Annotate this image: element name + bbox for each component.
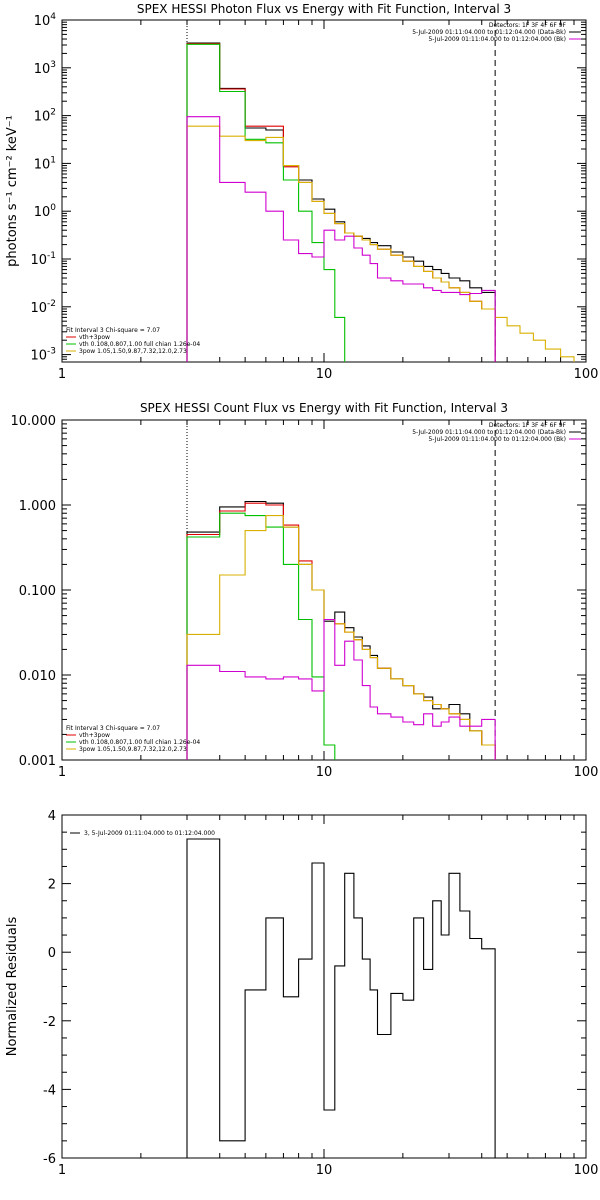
x-tick-label: 100 — [574, 765, 599, 780]
series-line-4 — [186, 515, 496, 760]
chart-panel-1: SPEX HESSI Photon Flux vs Energy with Fi… — [5, 2, 598, 382]
y-tick-label: 0.001 — [19, 754, 56, 769]
y-tick-label: 104 — [34, 12, 57, 29]
chart-panel-2: SPEX HESSI Count Flux vs Energy with Fit… — [11, 401, 599, 780]
legend-top-entry: Detectors: 1F 3F 4F 6F 9F — [489, 22, 567, 29]
y-axis-label: Normalized Residuals — [5, 917, 20, 1057]
series-line-5 — [186, 116, 496, 362]
legend-bottom-entry: Fit Interval 3 Chi-square = 7.07 — [66, 327, 160, 334]
series-line-3 — [186, 512, 336, 760]
x-tick-label: 10 — [316, 367, 333, 382]
series-line-4 — [186, 125, 575, 362]
x-tick-label: 1 — [58, 367, 66, 382]
series-line-5 — [186, 618, 496, 760]
legend-bottom-entry: vth+3pow — [79, 334, 110, 341]
legend-bottom-entry: vth 0.108,0.807,1.00 full chian 1.26e-04 — [79, 739, 200, 746]
chart-title: SPEX HESSI Photon Flux vs Energy with Fi… — [137, 2, 511, 16]
y-tick-label: -2 — [43, 1015, 56, 1030]
y-tick-label: 103 — [34, 60, 56, 77]
x-tick-label: 100 — [574, 1163, 599, 1178]
x-tick-label: 10 — [316, 765, 333, 780]
chart-panel-3: 1 10 100 4 2 0 -2 -4 -6 Normalized Residuals 3, 5-… — [5, 809, 598, 1178]
legend-top-entry: Detectors: 1F 3F 4F 6F 9F — [489, 422, 567, 429]
legend-top-entry: 5-Jul-2009 01:11:04.000 to 01:12:04.000 … — [428, 436, 566, 443]
y-tick-label: 2 — [48, 878, 56, 893]
legend-top-entry: 5-Jul-2009 01:11:04.000 to 01:12:04.000 … — [412, 29, 566, 36]
legend-bottom-entry: vth 0.108,0.807,1.00 full chian 1.26e-04 — [79, 341, 200, 348]
y-tick-label: 10.000 — [11, 414, 57, 429]
y-tick-label: 10-1 — [30, 251, 56, 268]
legend-top-entry: 5-Jul-2009 01:11:04.000 to 01:12:04.000 … — [428, 36, 566, 43]
y-tick-label: 10-3 — [30, 347, 56, 364]
y-tick-label: 1.000 — [19, 499, 56, 514]
y-tick-label: 0 — [48, 946, 56, 961]
x-tick-label: 1 — [58, 765, 66, 780]
x-tick-label: 1 — [58, 1163, 66, 1178]
y-tick-label: 102 — [34, 108, 56, 125]
y-tick-label: 0.010 — [19, 669, 56, 684]
y-tick-label: 4 — [48, 809, 56, 824]
y-tick-label: -6 — [43, 1152, 56, 1167]
legend-entry: 3, 5-Jul-2009 01:11:04.000 to 01:12:04.0… — [84, 830, 215, 837]
series-line-1 — [186, 838, 496, 1158]
legend-bottom-entry: 3pow 1.05,1.50,9.87,7.32,12.0,2.73 — [79, 348, 187, 355]
y-tick-label: -4 — [43, 1083, 56, 1098]
series-line-1 — [186, 42, 496, 362]
y-tick-label: 0.100 — [19, 584, 56, 599]
legend-bottom-entry: 3pow 1.05,1.50,9.87,7.32,12.0,2.73 — [79, 746, 187, 753]
series-line-1 — [186, 500, 496, 760]
y-axis-label: photons s⁻¹ cm⁻² keV⁻¹ — [5, 115, 20, 267]
plot-frame — [61, 19, 587, 363]
chart-title: SPEX HESSI Count Flux vs Energy with Fit… — [140, 401, 508, 415]
legend-top-entry: 5-Jul-2009 01:11:04.000 to 01:12:04.000 … — [412, 429, 566, 436]
legend-bottom-entry: Fit Interval 3 Chi-square = 7.07 — [66, 725, 160, 732]
y-tick-label: 100 — [34, 203, 57, 220]
y-tick-label: 10-2 — [30, 299, 56, 316]
x-tick-label: 100 — [574, 367, 599, 382]
x-tick-label: 10 — [316, 1163, 333, 1178]
legend-bottom-entry: vth+3pow — [79, 732, 110, 739]
series-line-3 — [186, 43, 346, 362]
y-tick-label: 101 — [34, 155, 56, 172]
